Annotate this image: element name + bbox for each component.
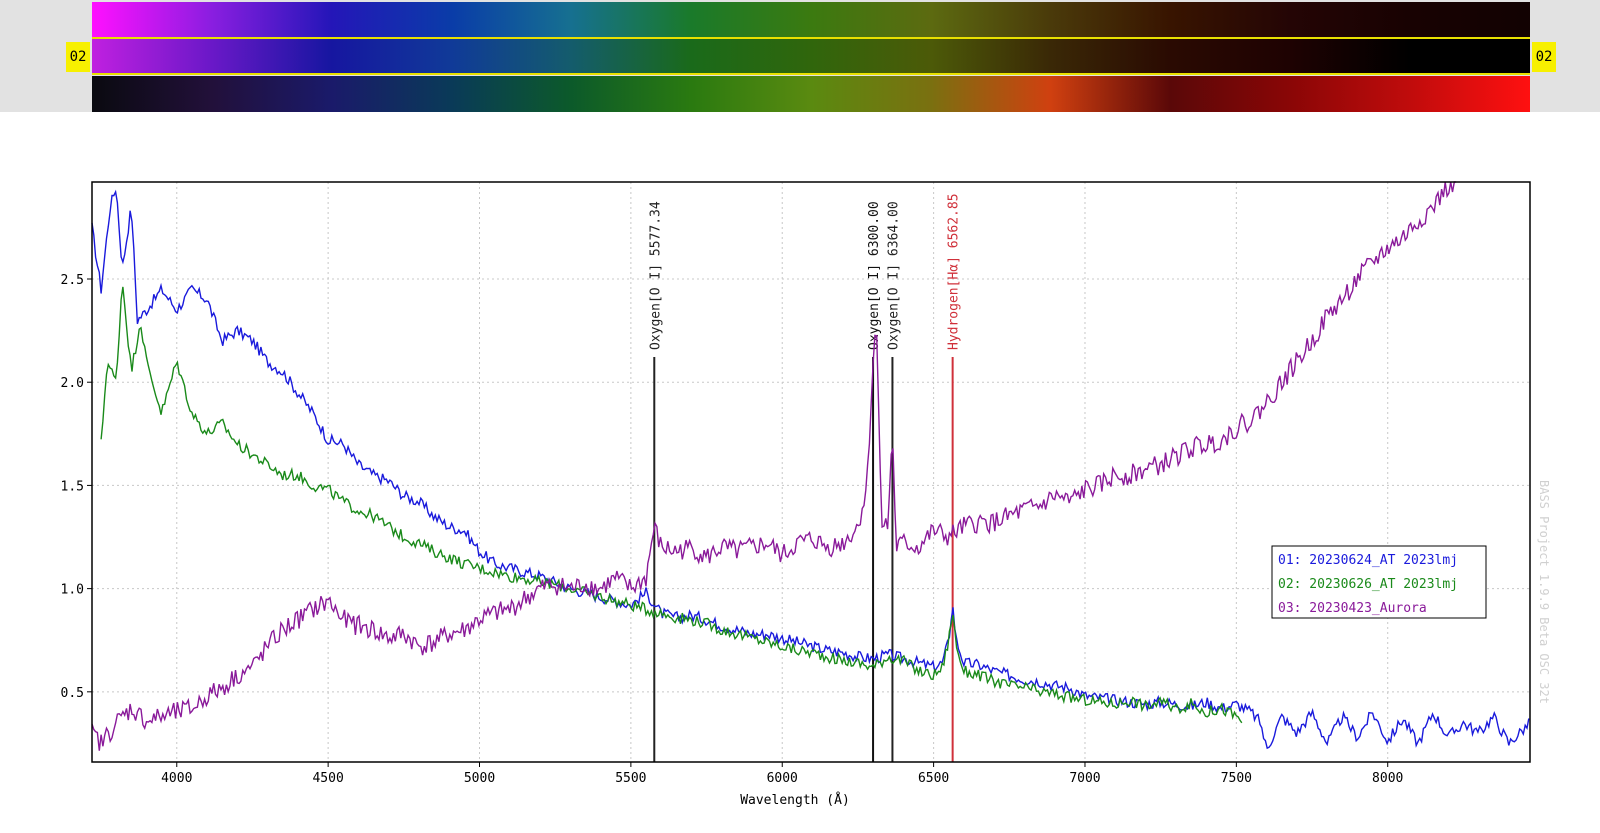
x-tick-label: 8000 <box>1372 771 1403 786</box>
reference-line-label: Oxygen[O I] 6364.00 <box>886 201 901 350</box>
y-tick-label: 1.0 <box>61 583 84 598</box>
spectrum-strip-03[interactable] <box>92 76 1530 112</box>
series-line <box>91 181 1457 751</box>
chart-legend: 01: 20230624_AT 2023lmj 02: 20230626_AT 2… <box>1271 545 1487 619</box>
series-line <box>91 189 1530 750</box>
selected-strip-tag-right[interactable]: 02 <box>1532 42 1556 72</box>
chart-series <box>91 181 1530 751</box>
spectrum-strip-panel: 02 02 <box>0 0 1600 112</box>
x-tick-label: 7000 <box>1069 771 1100 786</box>
x-tick-label: 5000 <box>464 771 495 786</box>
x-tick-label: 7500 <box>1221 771 1252 786</box>
reference-line-label: Oxygen[O I] 6300.00 <box>867 201 882 350</box>
legend-entry: 01: 20230624_AT 2023lmj <box>1278 553 1458 568</box>
chart-grid <box>92 182 1530 762</box>
y-tick-label: 1.5 <box>61 479 84 494</box>
x-axis-ticks: 4000 4500 5000 5500 6000 6500 7000 7500 8000 <box>161 762 1403 786</box>
x-tick-label: 5500 <box>615 771 646 786</box>
reference-lines: Oxygen[O I] 5577.34 Oxygen[O I] 6300.00 Ox… <box>648 193 962 762</box>
legend-entry: 02: 20230626_AT 2023lmj <box>1278 577 1458 592</box>
x-axis-label: Wavelength (Å) <box>740 792 850 808</box>
plot-frame <box>91 181 1531 763</box>
spectrum-chart[interactable]: Oxygen[O I] 5577.34 Oxygen[O I] 6300.00 Ox… <box>0 112 1600 833</box>
series-line <box>100 286 1243 724</box>
legend-box <box>1271 545 1487 619</box>
selected-strip-tag-left[interactable]: 02 <box>66 42 90 72</box>
selection-top-line <box>92 37 1530 39</box>
selection-bottom-line <box>92 73 1530 75</box>
spectrum-strip-01[interactable] <box>92 2 1530 38</box>
x-tick-label: 6500 <box>918 771 949 786</box>
x-tick-label: 4500 <box>312 771 343 786</box>
y-tick-label: 0.5 <box>61 686 84 701</box>
y-tick-label: 2.5 <box>61 273 84 288</box>
spectrum-strip-02[interactable] <box>92 38 1530 74</box>
y-tick-label: 2.0 <box>61 376 84 391</box>
reference-line-label: Oxygen[O I] 5577.34 <box>648 201 663 350</box>
watermark-text: BASS Project 1.9.9 Beta OSC 32t <box>1537 480 1551 704</box>
legend-entry: 03: 20230423_Aurora <box>1278 601 1427 616</box>
reference-line-label: Hydrogen[Hα] 6562.85 <box>947 193 962 350</box>
x-tick-label: 4000 <box>161 771 192 786</box>
y-axis-ticks: 0.5 1.0 1.5 2.0 2.5 <box>61 273 92 701</box>
x-tick-label: 6000 <box>767 771 798 786</box>
